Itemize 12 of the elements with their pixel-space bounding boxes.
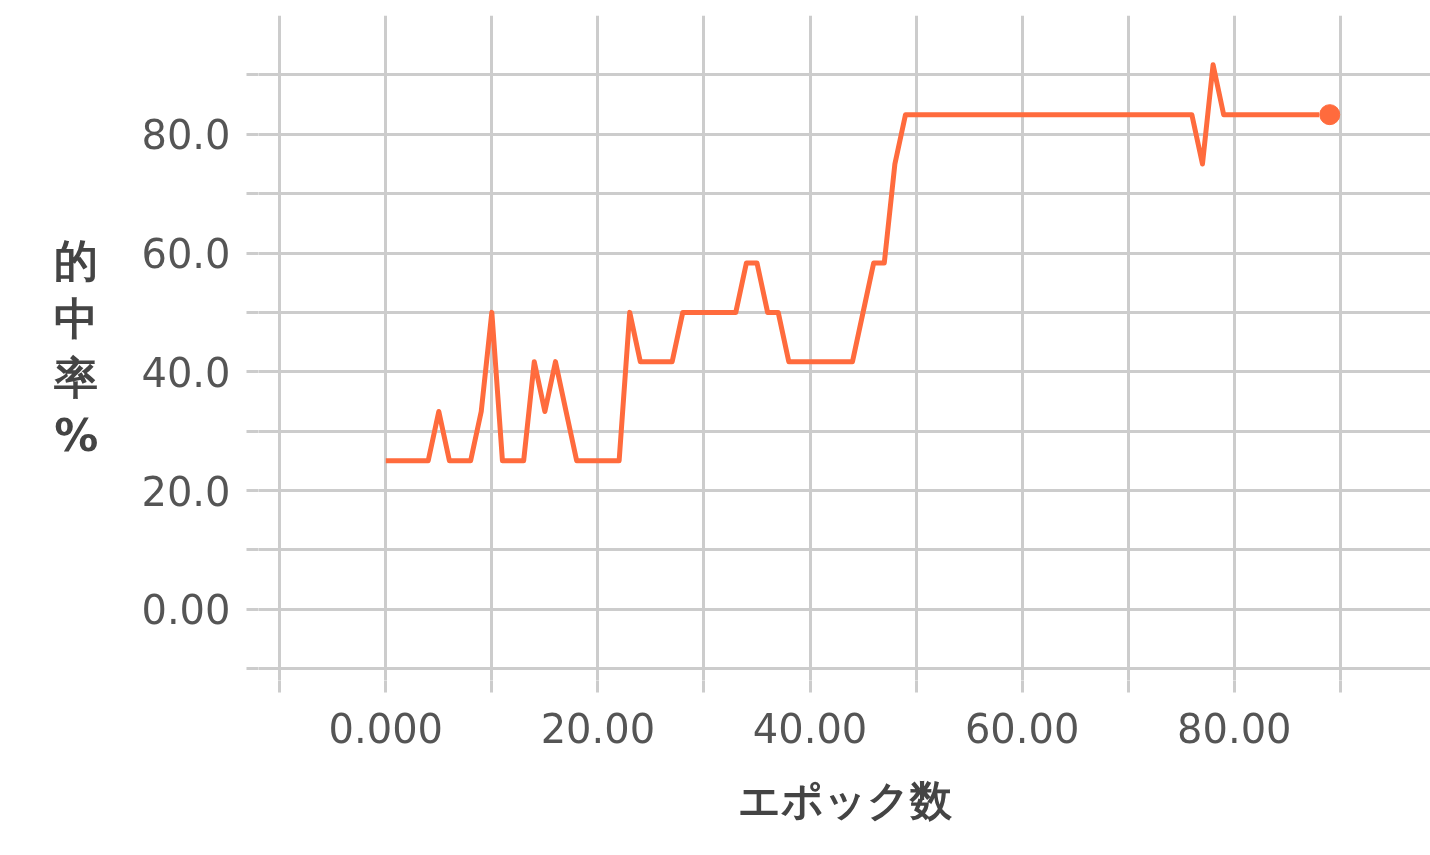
x-tick-label: 40.00 bbox=[752, 705, 868, 752]
y-tick-label: 40.0 bbox=[141, 349, 231, 396]
x-tick-label: 60.00 bbox=[964, 705, 1080, 752]
x-tick-label: 80.00 bbox=[1177, 705, 1292, 752]
y-tick-label: 0.00 bbox=[141, 587, 231, 634]
y-tick-label: 80.0 bbox=[141, 112, 231, 159]
y-tick-label: 20.0 bbox=[141, 468, 231, 515]
y-axis-title: 的中率% bbox=[54, 234, 99, 462]
x-axis-title: エポック数 bbox=[737, 775, 953, 825]
x-tick-label: 0.000 bbox=[328, 705, 444, 752]
x-tick-label: 20.00 bbox=[540, 705, 656, 752]
y-tick-label: 60.0 bbox=[141, 231, 231, 277]
